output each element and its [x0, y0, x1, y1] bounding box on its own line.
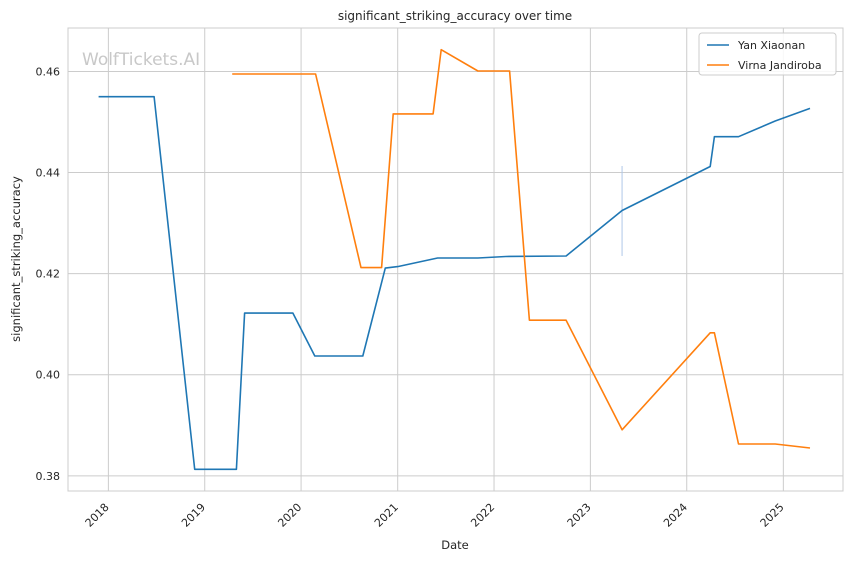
- chart-title: significant_striking_accuracy over time: [338, 9, 572, 23]
- legend-label-virna-jandiroba: Virna Jandiroba: [738, 59, 822, 72]
- y-tick-label: 0.38: [36, 470, 61, 483]
- series-line-yan-xiaonan: [98, 95, 811, 471]
- series-layer: [98, 48, 811, 471]
- plot-frame: [67, 27, 844, 492]
- y-axis-title: significant_striking_accuracy: [9, 176, 23, 342]
- series-line-virna-jandiroba: [232, 48, 811, 449]
- x-axis-title: Date: [441, 538, 469, 552]
- legend: Yan Xiaonan Virna Jandiroba: [698, 32, 837, 76]
- y-tick-label: 0.44: [36, 167, 61, 180]
- watermark: WolfTickets.AI: [82, 50, 200, 70]
- y-tick-label: 0.46: [36, 65, 61, 78]
- y-tick-label: 0.40: [36, 369, 61, 382]
- y-tick-label: 0.42: [36, 268, 61, 281]
- y-axis-ticks: 0.38 0.40 0.42 0.44 0.46: [36, 65, 61, 482]
- legend-box: [698, 32, 837, 76]
- legend-label-yan-xiaonan: Yan Xiaonan: [737, 39, 805, 52]
